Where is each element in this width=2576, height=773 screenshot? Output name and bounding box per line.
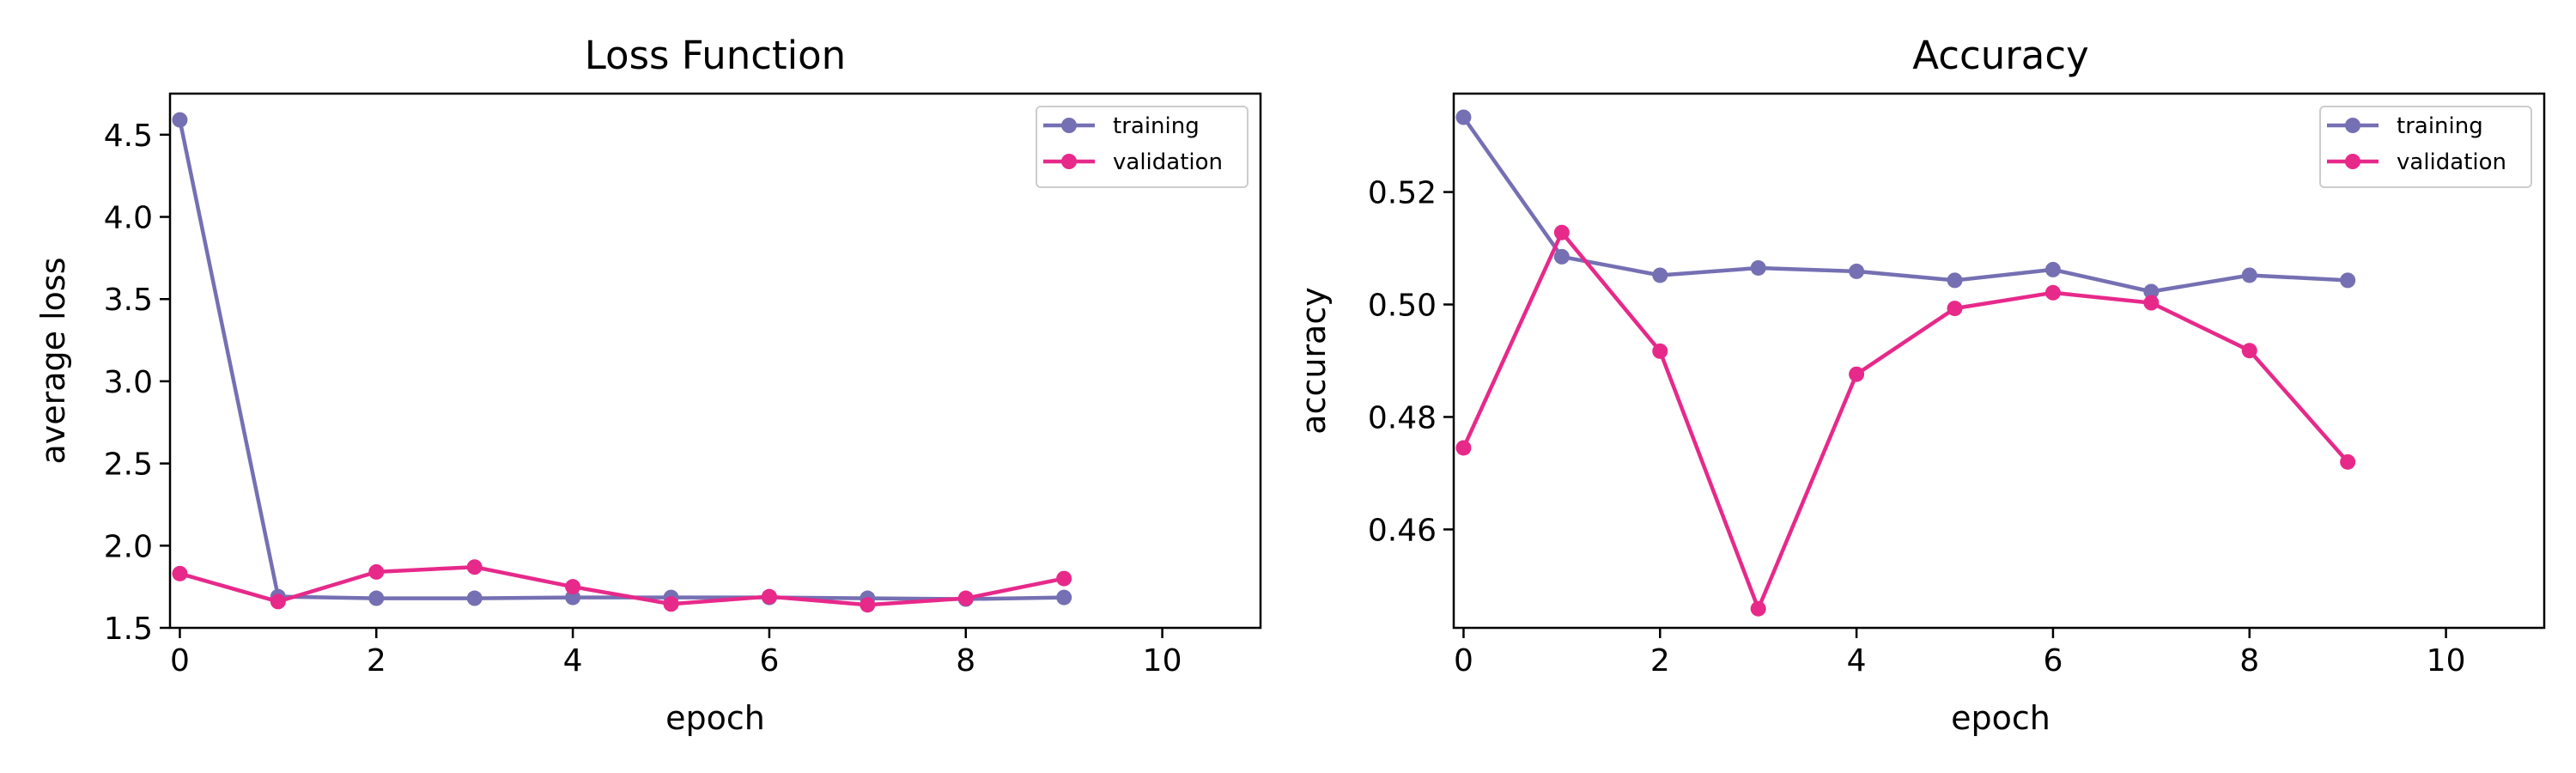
- plot-marks: 0 2 4 6 8 10 0.46 0.48 0.50 0.52: [1368, 109, 2466, 679]
- x-tick-label: 2: [1650, 643, 1670, 679]
- legend-marker-validation: [2345, 154, 2360, 169]
- y-tick-label: 3.5: [104, 283, 153, 318]
- data-point-training: [368, 590, 385, 606]
- data-point-training: [1455, 109, 1472, 125]
- data-point-validation: [2241, 343, 2257, 359]
- x-tick-label: 4: [1847, 643, 1867, 679]
- y-tick-label: 1.5: [104, 612, 153, 647]
- y-tick-label: 0.50: [1368, 289, 1437, 324]
- data-point-validation: [1455, 440, 1472, 456]
- data-point-validation: [2044, 284, 2061, 301]
- legend-label-training: training: [1113, 113, 1200, 139]
- data-point-training: [2044, 261, 2061, 277]
- data-point-validation: [565, 579, 581, 595]
- data-point-training: [1652, 267, 1668, 283]
- data-point-training: [565, 589, 581, 606]
- legend-label-training: training: [2397, 113, 2483, 139]
- series-line-validation: [179, 564, 1065, 607]
- y-tick-label: 0.48: [1368, 400, 1437, 435]
- series-line-training: [1461, 116, 2348, 294]
- chart-title: Accuracy: [1912, 33, 2088, 78]
- y-tick-label: 2.0: [104, 529, 153, 564]
- y-axis-label: average loss: [34, 257, 72, 464]
- data-point-training: [1553, 248, 1570, 265]
- data-point-training: [1947, 272, 1963, 289]
- plot-frame: [1452, 92, 2546, 630]
- data-point-training: [172, 112, 188, 128]
- x-tick-label: 10: [2427, 643, 2466, 679]
- x-axis-label: epoch: [1951, 699, 2050, 737]
- data-point-validation: [270, 593, 286, 610]
- legend: training validation: [2319, 106, 2532, 188]
- data-point-validation: [957, 590, 974, 606]
- y-axis-label: accuracy: [1295, 287, 1333, 434]
- data-point-validation: [1553, 224, 1570, 240]
- x-axis-label: epoch: [665, 699, 765, 737]
- legend-marker-validation: [1061, 154, 1077, 169]
- x-tick-label: 2: [367, 643, 386, 679]
- y-tick-label: 0.46: [1368, 513, 1437, 548]
- accuracy-chart: Accuracy epoch accuracy 0 2 4 6 8 100.460.480…: [1295, 33, 2546, 737]
- plot-frame: [168, 92, 1262, 630]
- legend: training validation: [1036, 106, 1249, 188]
- x-tick-label: 0: [1454, 643, 1473, 679]
- data-point-validation: [2340, 453, 2356, 470]
- data-point-validation: [172, 565, 188, 581]
- series-line-validation: [1461, 230, 2349, 611]
- data-point-training: [2340, 272, 2356, 289]
- data-point-validation: [663, 596, 679, 612]
- legend-label-validation: validation: [2397, 149, 2506, 175]
- data-point-validation: [860, 597, 876, 613]
- y-tick-label: 4.5: [104, 119, 153, 154]
- x-tick-label: 0: [170, 643, 190, 679]
- data-point-validation: [1750, 600, 1766, 617]
- loss-chart: Loss Function epoch average loss 0 2 4 6 8 10…: [34, 33, 1262, 737]
- data-point-training: [1849, 263, 1865, 279]
- legend-marker-training: [1061, 118, 1077, 133]
- data-point-training: [466, 590, 483, 606]
- data-point-validation: [466, 559, 483, 575]
- data-point-validation: [1056, 570, 1072, 587]
- x-tick-label: 8: [956, 643, 975, 679]
- data-point-training: [2143, 283, 2160, 300]
- x-tick-label: 6: [2043, 643, 2063, 679]
- data-point-validation: [368, 563, 385, 580]
- data-point-training: [1750, 259, 1766, 276]
- data-point-validation: [761, 588, 777, 605]
- data-point-validation: [1652, 343, 1668, 359]
- legend-marker-training: [2345, 118, 2360, 133]
- y-tick-label: 3.0: [104, 365, 153, 400]
- x-tick-label: 10: [1143, 643, 1182, 679]
- legend-label-validation: validation: [1113, 149, 1223, 175]
- y-tick-label: 0.52: [1368, 176, 1437, 211]
- x-tick-label: 4: [563, 643, 583, 679]
- plot-marks: 0 2 4 6 8 10 1.5 2.0 2.5 3.0 3.5 4.0 4.5: [104, 112, 1182, 679]
- x-tick-label: 8: [2239, 643, 2259, 679]
- data-point-training: [1056, 589, 1072, 606]
- data-point-training: [2241, 267, 2257, 283]
- data-point-validation: [1947, 301, 1963, 317]
- y-tick-label: 2.5: [104, 447, 153, 483]
- y-tick-label: 4.0: [104, 201, 153, 236]
- x-tick-label: 6: [759, 643, 779, 679]
- chart-title: Loss Function: [585, 33, 846, 78]
- series-line-training: [178, 119, 1065, 601]
- data-point-validation: [1849, 366, 1865, 382]
- data-point-validation: [2143, 295, 2160, 311]
